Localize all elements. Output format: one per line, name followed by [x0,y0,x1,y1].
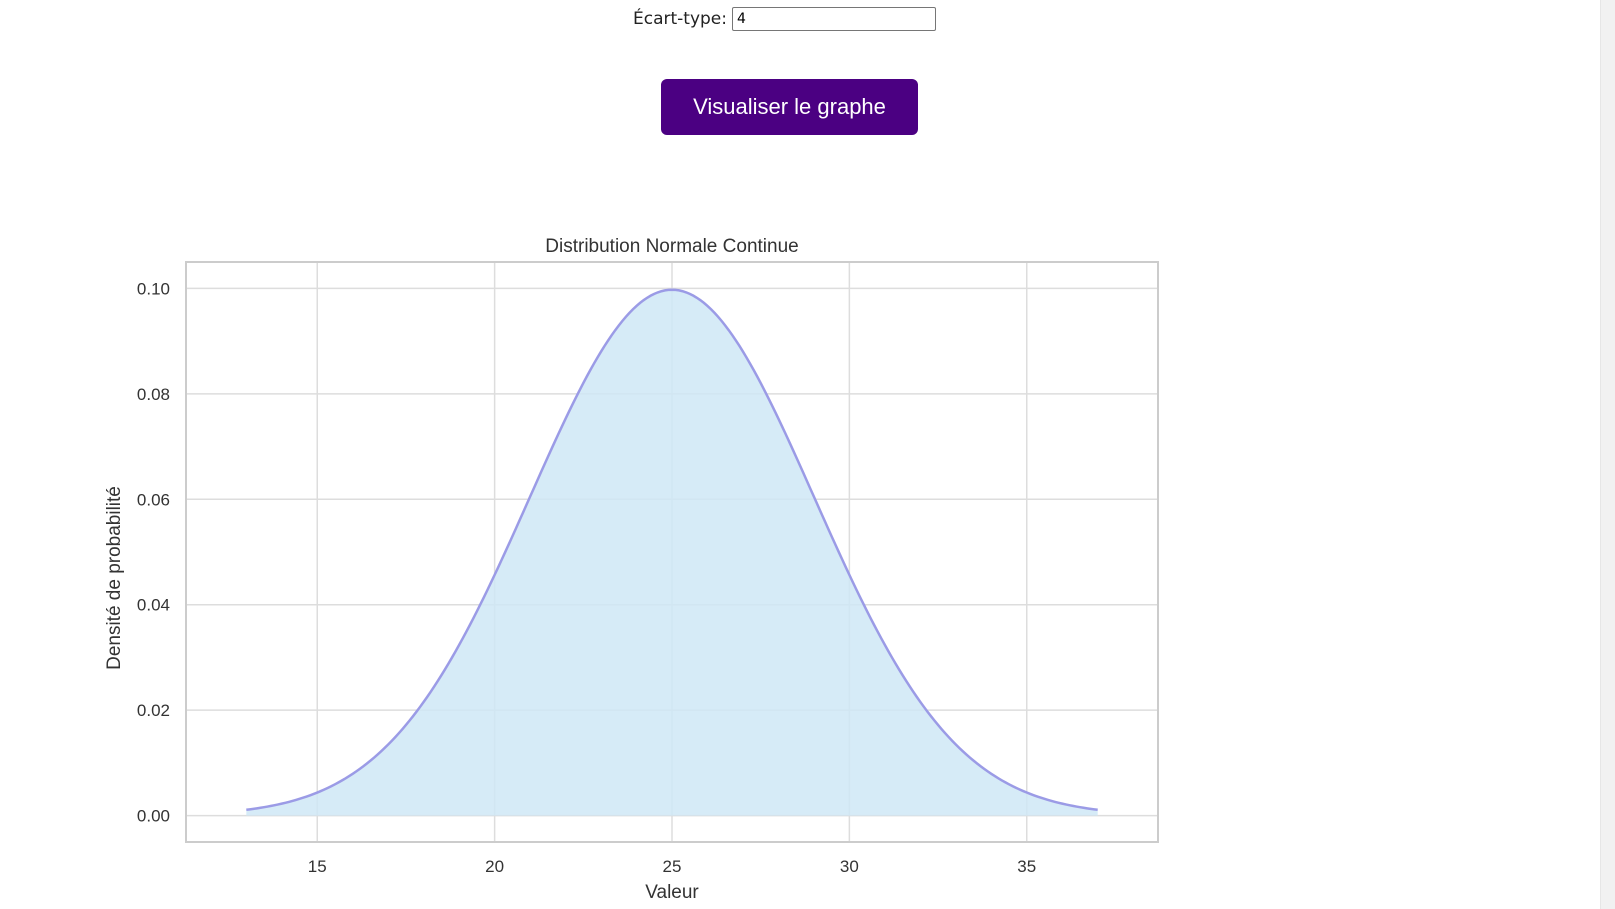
x-axis-title: Valeur [645,882,699,903]
x-tick-label: 20 [485,857,504,876]
stddev-input[interactable] [732,7,936,31]
axis-tick-labels: 15 20 25 30 35 0.00 0.02 0.04 0.06 0.08 0.10 [137,279,1036,876]
visualize-graph-button[interactable]: Visualiser le graphe [661,79,918,135]
y-tick-label: 0.02 [137,701,170,720]
x-tick-label: 35 [1017,857,1036,876]
y-tick-label: 0.08 [137,385,170,404]
chart-title: Distribution Normale Continue [545,236,798,257]
density-curve-line [246,288,1098,812]
stddev-form-row: Écart-type: [633,4,936,34]
y-tick-label: 0.06 [137,490,170,509]
density-area-fill [246,289,1098,816]
stddev-label: Écart-type: [633,9,727,29]
x-tick-label: 30 [840,857,859,876]
y-tick-label: 0.00 [137,807,170,826]
y-tick-label: 0.10 [137,279,170,298]
x-tick-label: 15 [308,857,327,876]
y-tick-label: 0.04 [137,596,170,615]
x-tick-label: 25 [663,857,682,876]
plot-frame [185,261,1159,843]
page-scrollbar[interactable] [1600,0,1615,909]
y-axis-title: Densité de probabilité [104,486,125,670]
